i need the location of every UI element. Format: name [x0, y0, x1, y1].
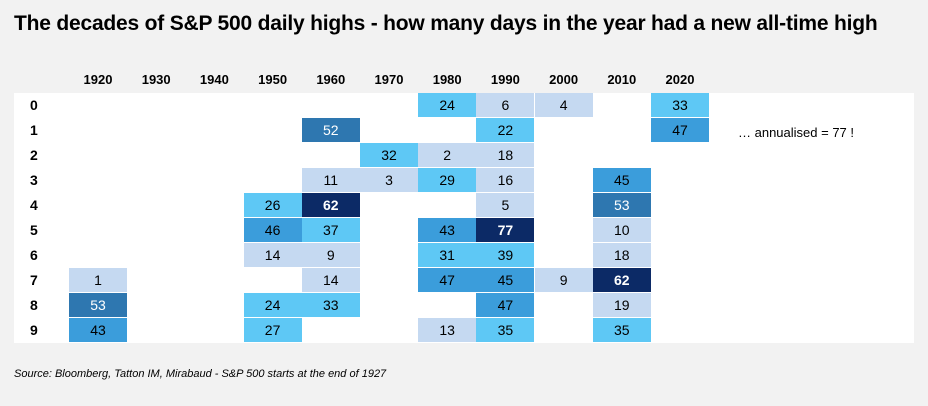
heatmap-cell: 18 [592, 243, 651, 267]
heatmap-cell: 10 [592, 218, 651, 242]
column-label-1960: 1960 [316, 72, 346, 87]
heatmap-cell: 3 [360, 168, 418, 192]
heatmap-cell: 45 [476, 268, 535, 292]
heatmap-cell: 46 [243, 218, 302, 242]
heatmap-cell: 1 [69, 268, 127, 292]
heatmap-cell: 18 [476, 143, 535, 167]
row-label-4: 4 [30, 197, 38, 213]
row-label-1: 1 [30, 122, 38, 138]
heatmap-cell: 77 [476, 218, 535, 242]
row-label-2: 2 [30, 147, 38, 163]
heatmap-cell: 43 [69, 318, 127, 342]
heatmap-cell: 32 [360, 143, 418, 167]
heatmap-cell: 47 [476, 293, 535, 317]
row-label-9: 9 [30, 322, 38, 338]
heatmap-cell: 24 [243, 293, 302, 317]
heatmap-cell: 26 [243, 193, 302, 217]
row-label-5: 5 [30, 222, 38, 238]
row-label-6: 6 [30, 247, 38, 263]
row-label-8: 8 [30, 297, 38, 313]
heatmap-cell: 53 [592, 193, 651, 217]
column-label-2000: 2000 [549, 72, 579, 87]
heatmap-cell: 2 [418, 143, 477, 167]
heatmap-cell: 52 [301, 118, 360, 142]
heatmap-cell: 19 [592, 293, 651, 317]
heatmap-cell: 62 [301, 193, 360, 217]
column-label-1980: 1980 [432, 72, 462, 87]
heatmap-cell: 39 [476, 243, 535, 267]
column-label-1950: 1950 [258, 72, 288, 87]
heatmap-cell: 33 [301, 293, 360, 317]
heatmap-cell: 24 [418, 93, 477, 117]
heatmap-cell: 9 [301, 243, 360, 267]
heatmap-cell: 16 [476, 168, 535, 192]
heatmap-cell: 45 [592, 168, 651, 192]
heatmap-cell: 47 [651, 118, 709, 142]
annualised-annotation: … annualised = 77 ! [738, 125, 854, 140]
heatmap-cell: 9 [534, 268, 593, 292]
heatmap-cell: 27 [243, 318, 302, 342]
column-label-2020: 2020 [665, 72, 695, 87]
column-label-1920: 1920 [83, 72, 113, 87]
column-label-1930: 1930 [141, 72, 171, 87]
chart-title: The decades of S&P 500 daily highs - how… [14, 12, 878, 35]
heatmap-cell: 35 [592, 318, 651, 342]
column-label-1970: 1970 [374, 72, 404, 87]
column-label-2010: 2010 [607, 72, 637, 87]
column-label-1990: 1990 [490, 72, 520, 87]
row-label-3: 3 [30, 172, 38, 188]
heatmap-cell: 47 [418, 268, 477, 292]
heatmap-cell: 14 [243, 243, 302, 267]
row-label-7: 7 [30, 272, 38, 288]
heatmap-cell: 53 [69, 293, 127, 317]
heatmap-cell: 5 [476, 193, 535, 217]
heatmap-cell: 31 [418, 243, 477, 267]
heatmap-cell: 13 [418, 318, 477, 342]
heatmap-cell: 6 [476, 93, 535, 117]
column-label-1940: 1940 [199, 72, 229, 87]
heatmap-cell: 11 [301, 168, 360, 192]
row-label-0: 0 [30, 97, 38, 113]
heatmap-cell: 4 [534, 93, 593, 117]
heatmap-cell: 37 [301, 218, 360, 242]
heatmap-cell: 43 [418, 218, 477, 242]
heatmap-cell: 29 [418, 168, 477, 192]
heatmap-cell: 62 [592, 268, 651, 292]
heatmap-cell: 14 [301, 268, 360, 292]
source-note: Source: Bloomberg, Tatton IM, Mirabaud -… [14, 368, 387, 380]
heatmap-cell: 33 [651, 93, 709, 117]
heatmap-cell: 35 [476, 318, 535, 342]
heatmap-cell: 22 [476, 118, 535, 142]
